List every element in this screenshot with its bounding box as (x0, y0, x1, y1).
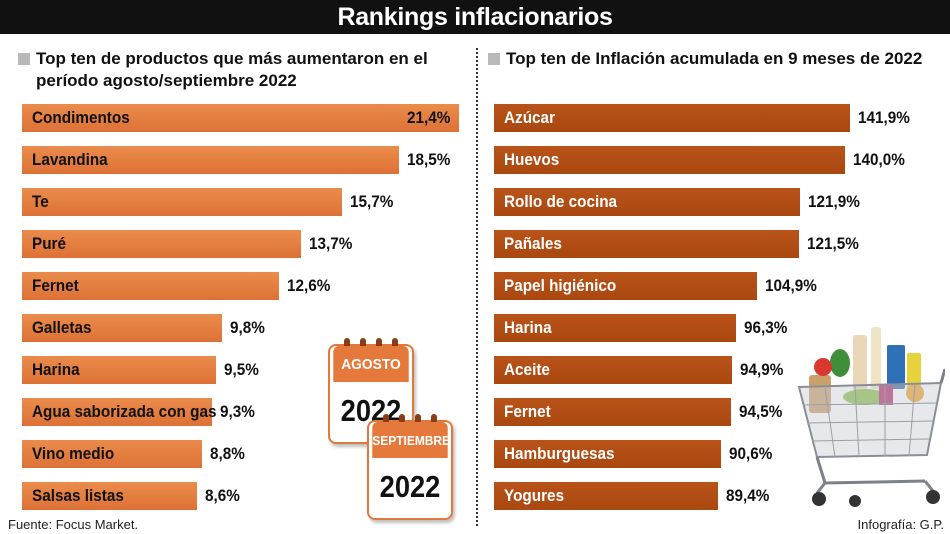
left-bar-category-label: Condimentos (32, 108, 130, 127)
left-bar-value-label: 8,8% (210, 444, 245, 463)
right-panel-title: Top ten de Inflación acumulada en 9 mese… (488, 48, 928, 70)
right-bar-value-label: 121,9% (808, 192, 860, 211)
cart-wheel (926, 490, 940, 504)
left-bar-value-label: 15,7% (350, 192, 394, 211)
left-bar (22, 482, 197, 510)
grocery-greens (843, 389, 887, 405)
left-panel-title: Top ten de productos que más aumentaron … (18, 48, 458, 92)
title-bar: Rankings inflacionarios (0, 0, 950, 34)
left-bar (22, 230, 301, 258)
right-bar-category-label: Fernet (504, 402, 551, 421)
right-bar-category-label: Huevos (504, 150, 560, 169)
left-bar (22, 146, 399, 174)
source-note: Fuente: Focus Market. (8, 517, 139, 532)
calendar-month: SEPTIEMBRE (372, 422, 450, 458)
grocery-orange (906, 384, 924, 402)
left-bar (22, 356, 216, 384)
panel-divider (476, 48, 478, 526)
right-bar-value-label: 96,3% (744, 318, 788, 337)
right-bar (494, 356, 732, 384)
page-title: Rankings inflacionarios (337, 3, 613, 31)
grocery-baguette (871, 327, 881, 389)
left-bar-category-label: Agua saborizada con gas (32, 402, 217, 421)
right-bar-category-label: Yogures (504, 486, 565, 505)
grocery-package (879, 385, 893, 405)
right-bar-value-label: 89,4% (726, 486, 770, 505)
right-bar-value-label: 121,5% (807, 234, 859, 253)
right-bar (494, 146, 845, 174)
shopping-cart-with-groceries-icon (797, 327, 945, 507)
grocery-tomato (814, 358, 832, 376)
grocery-vegetable (830, 349, 850, 377)
left-bar-value-label: 21,4% (407, 108, 451, 127)
right-bar-value-label: 104,9% (765, 276, 817, 295)
cart-wheel (812, 492, 826, 506)
grocery-box (887, 345, 905, 389)
left-bar (22, 104, 459, 132)
right-bar-value-label: 94,9% (740, 360, 784, 379)
left-bar-value-label: 12,6% (287, 276, 331, 295)
grocery-bread (853, 335, 867, 393)
left-bar-value-label: 18,5% (407, 150, 451, 169)
right-bar (494, 398, 731, 426)
right-bar (494, 314, 736, 342)
right-bar-value-label: 94,5% (739, 402, 783, 421)
left-bar-category-label: Te (32, 192, 49, 211)
left-bar (22, 440, 202, 468)
left-bar-category-label: Lavandina (32, 150, 108, 169)
left-bar-value-label: 9,5% (224, 360, 259, 379)
cart-basket (797, 381, 943, 459)
left-bar (22, 188, 342, 216)
right-bar (494, 272, 757, 300)
left-bar-category-label: Galletas (32, 318, 92, 337)
left-bar-value-label: 9,3% (220, 402, 255, 421)
cart-grid (802, 383, 938, 458)
right-bar-category-label: Aceite (504, 360, 550, 379)
left-bar-category-label: Puré (32, 234, 67, 253)
right-bar (494, 440, 721, 468)
right-bar-value-label: 141,9% (858, 108, 910, 127)
legend-square-icon (488, 53, 500, 65)
grocery-bottle (907, 353, 921, 391)
left-bar (22, 272, 279, 300)
cart-handle (939, 368, 945, 384)
left-bar (22, 314, 222, 342)
left-bar-value-label: 9,8% (230, 318, 265, 337)
left-bar-category-label: Vino medio (32, 444, 115, 463)
left-panel-title-text: Top ten de productos que más aumentaron … (36, 49, 428, 90)
left-bar-category-label: Harina (32, 360, 80, 379)
right-bar-category-label: Rollo de cocina (504, 192, 618, 211)
right-bar (494, 482, 718, 510)
right-bar-value-label: 140,0% (853, 150, 905, 169)
right-bar (494, 104, 850, 132)
right-bar-category-label: Azúcar (504, 108, 556, 127)
legend-square-icon (18, 53, 30, 65)
right-bar-category-label: Pañales (504, 234, 562, 253)
left-bar-value-label: 8,6% (205, 486, 240, 505)
right-panel-title-text: Top ten de Inflación acumulada en 9 mese… (506, 49, 923, 68)
right-bar (494, 188, 800, 216)
right-bar-category-label: Hamburguesas (504, 444, 615, 463)
calendar-year: 2022 (379, 469, 441, 504)
right-bar-category-label: Harina (504, 318, 552, 337)
right-bar-value-label: 90,6% (729, 444, 773, 463)
credit-note: Infografía: G.P. (857, 517, 944, 532)
calendar-month: AGOSTO (333, 346, 409, 382)
left-bar-category-label: Fernet (32, 276, 79, 295)
calendar-septiembre-icon: SEPTIEMBRE 2022 (367, 414, 453, 520)
cart-wheel (849, 495, 861, 507)
right-bar (494, 230, 799, 258)
left-bar (22, 398, 212, 426)
cart-frame (815, 456, 935, 494)
left-bar-value-label: 13,7% (309, 234, 353, 253)
left-bar-category-label: Salsas listas (32, 486, 124, 505)
right-bar-category-label: Papel higiénico (504, 276, 617, 295)
grocery-bag (809, 375, 831, 413)
